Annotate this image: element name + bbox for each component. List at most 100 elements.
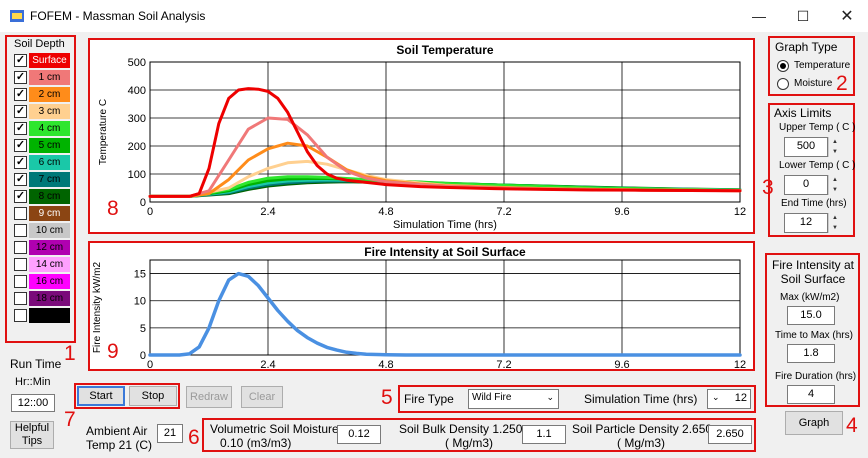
max-intensity-field[interactable]: 15.0 [787, 306, 835, 325]
clear-button[interactable]: Clear [241, 386, 283, 408]
spin-down-icon[interactable]: ▼ [832, 187, 838, 193]
x-tick-label: 4.8 [378, 206, 393, 218]
run-time-field[interactable]: 12::00 [11, 394, 55, 412]
soil-depth-row[interactable]: ✓ 8 cm [12, 189, 72, 204]
lower-temp-spinner[interactable]: ▲ ▼ [828, 175, 841, 195]
soil-depth-row[interactable]: 12 cm [12, 240, 72, 255]
callout-4: 4 [846, 414, 858, 437]
soil-depth-row[interactable]: 14 cm [12, 257, 72, 272]
soil-depth-label: 2 cm [29, 87, 70, 102]
soil-depth-row[interactable]: ✓ Surface [12, 53, 72, 68]
soil-depth-annotation-box [5, 35, 76, 343]
checkbox-checked-icon[interactable]: ✓ [14, 156, 27, 169]
upper-temp-field[interactable]: 500 [784, 137, 828, 157]
fire-type-value: Wild Fire [472, 392, 512, 403]
moisture-field[interactable]: 0.12 [337, 425, 381, 444]
particle-density-field[interactable]: 2.650 [708, 425, 752, 444]
checkbox-unchecked-icon[interactable] [14, 207, 27, 220]
fire-duration-field[interactable]: 4 [787, 385, 835, 404]
soil-depth-label: Surface [29, 53, 70, 68]
checkbox-checked-icon[interactable]: ✓ [14, 88, 27, 101]
y-tick-label: 100 [128, 169, 146, 181]
checkbox-checked-icon[interactable]: ✓ [14, 122, 27, 135]
soil-depth-row[interactable]: ✓ 4 cm [12, 121, 72, 136]
checkbox-unchecked-icon[interactable] [14, 292, 27, 305]
x-tick-label: 7.2 [496, 206, 511, 218]
moisture-radio[interactable] [777, 78, 789, 90]
callout-1: 1 [64, 342, 76, 365]
soil-depth-label: 3 cm [29, 104, 70, 119]
bulk-density-field[interactable]: 1.1 [522, 425, 566, 444]
checkbox-checked-icon[interactable]: ✓ [14, 139, 27, 152]
upper-temp-spinner[interactable]: ▲ ▼ [828, 137, 841, 157]
upper-temp-label: Upper Temp ( C ) [779, 122, 856, 133]
redraw-button[interactable]: Redraw [186, 386, 232, 408]
soil-depth-row[interactable]: ✓ 2 cm [12, 87, 72, 102]
close-icon[interactable]: ✕ [840, 8, 854, 25]
y-tick-label: 0 [140, 197, 146, 209]
particle-density-label: Soil Particle Density 2.650 [572, 422, 713, 436]
callout-9: 9 [107, 340, 119, 363]
minimize-icon[interactable]: — [752, 8, 766, 24]
spin-up-icon[interactable]: ▲ [832, 215, 838, 221]
graph-button[interactable]: Graph [785, 411, 843, 435]
callout-2: 2 [836, 72, 848, 95]
checkbox-checked-icon[interactable]: ✓ [14, 71, 27, 84]
spin-down-icon[interactable]: ▼ [832, 149, 838, 155]
series-line [148, 87, 742, 198]
soil-depth-label: 10 cm [29, 223, 70, 238]
soil-depth-row[interactable]: ✓ 1 cm [12, 70, 72, 85]
end-time-label: End Time (hrs) [781, 198, 847, 209]
checkbox-unchecked-icon[interactable] [14, 275, 27, 288]
callout-8: 8 [107, 197, 119, 220]
fire-duration-label: Fire Duration (hrs) [775, 371, 857, 382]
callout-3: 3 [762, 176, 774, 199]
checkbox-unchecked-icon[interactable] [14, 309, 27, 322]
checkbox-unchecked-icon[interactable] [14, 224, 27, 237]
temperature-radio[interactable] [777, 60, 789, 72]
time-to-max-field[interactable]: 1.8 [787, 344, 835, 363]
soil-depth-label: 1 cm [29, 70, 70, 85]
soil-properties-annotation-box [202, 418, 756, 452]
moisture-radio-label: Moisture [794, 78, 833, 89]
helpful-tips-button[interactable]: Helpful Tips [10, 421, 54, 449]
stop-button[interactable]: Stop [129, 386, 177, 406]
soil-depth-row[interactable]: ✓ 7 cm [12, 172, 72, 187]
soil-depth-row[interactable]: 18 cm [12, 291, 72, 306]
maximize-icon[interactable]: ☐ [796, 7, 810, 24]
checkbox-unchecked-icon[interactable] [14, 258, 27, 271]
x-tick-label: 2.4 [260, 206, 275, 218]
end-time-spinner[interactable]: ▲ ▼ [828, 213, 841, 233]
lower-temp-field[interactable]: 0 [784, 175, 828, 195]
start-button[interactable]: Start [77, 386, 125, 406]
fire-type-select[interactable]: Wild Fire ⌄ [468, 389, 559, 409]
checkbox-checked-icon[interactable]: ✓ [14, 173, 27, 186]
checkbox-unchecked-icon[interactable] [14, 241, 27, 254]
bulk-density-unit-label: ( Mg/m3) [445, 436, 493, 450]
soil-depth-row[interactable] [12, 308, 72, 323]
spin-down-icon[interactable]: ▼ [832, 225, 838, 231]
soil-depth-row[interactable]: ✓ 5 cm [12, 138, 72, 153]
simulation-time-select[interactable]: ⌄ 12 [707, 389, 751, 409]
simulation-time-value: 12 [734, 392, 747, 404]
soil-temperature-chart: 0 2.4 4.8 7.2 9.6 12 0 100 200 300 400 500 Soil Temp… [90, 40, 753, 232]
soil-depth-row[interactable]: 16 cm [12, 274, 72, 289]
checkbox-checked-icon[interactable]: ✓ [14, 190, 27, 203]
checkbox-checked-icon[interactable]: ✓ [14, 105, 27, 118]
soil-depth-row[interactable]: 10 cm [12, 223, 72, 238]
soil-depth-row[interactable]: ✓ 3 cm [12, 104, 72, 119]
spin-up-icon[interactable]: ▲ [832, 139, 838, 145]
x-tick-label: 4.8 [378, 359, 393, 369]
y-tick-label: 10 [134, 296, 146, 308]
callout-5: 5 [381, 386, 393, 409]
end-time-field[interactable]: 12 [784, 213, 828, 233]
x-tick-label: 12 [734, 359, 746, 369]
soil-depth-row[interactable]: ✓ 6 cm [12, 155, 72, 170]
ambient-air-field[interactable]: 21 [157, 424, 183, 443]
checkbox-checked-icon[interactable]: ✓ [14, 54, 27, 67]
soil-temperature-annotation-box [88, 38, 755, 234]
spin-up-icon[interactable]: ▲ [832, 177, 838, 183]
max-intensity-label: Max (kW/m2) [780, 292, 840, 303]
soil-depth-label: 6 cm [29, 155, 70, 170]
soil-depth-row[interactable]: 9 cm [12, 206, 72, 221]
